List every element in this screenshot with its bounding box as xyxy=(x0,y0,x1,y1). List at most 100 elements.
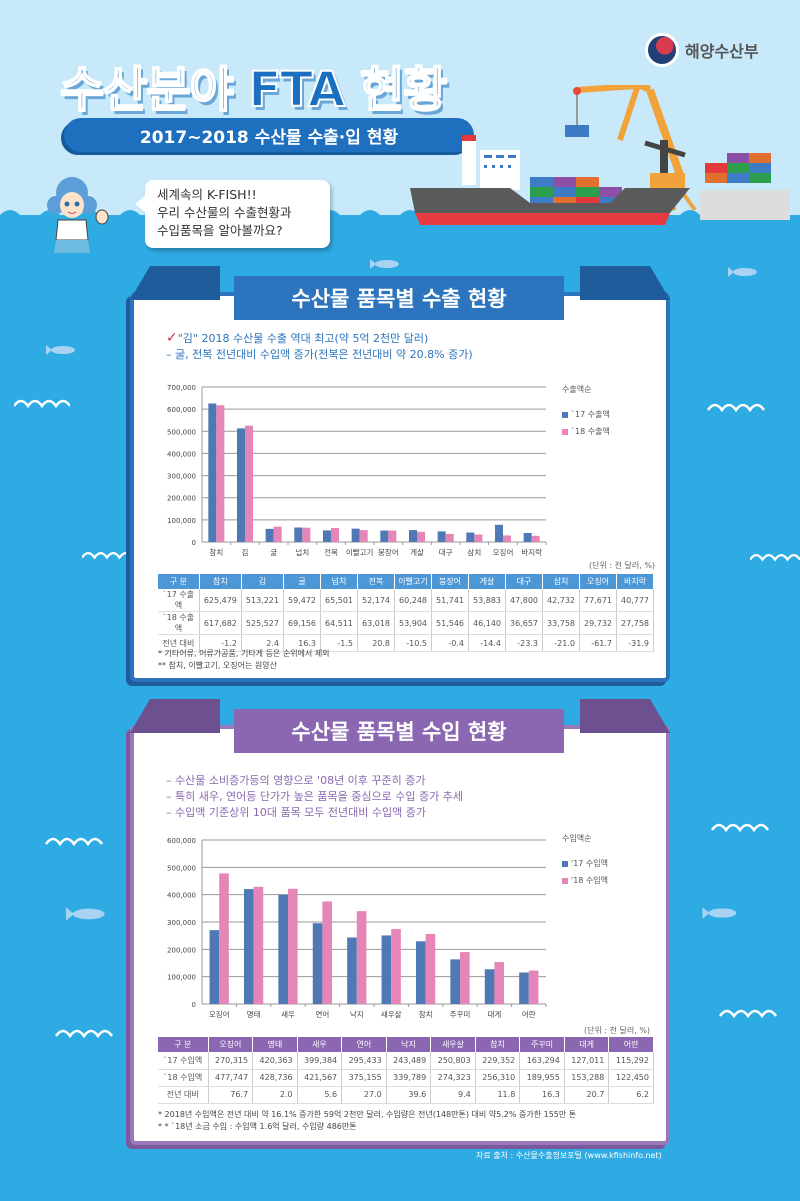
table-cell: 9.4 xyxy=(430,1086,476,1104)
table-cell: 243,489 xyxy=(386,1052,432,1070)
y-tick-label: 600,000 xyxy=(167,837,196,845)
speech-line-2: 우리 수산물의 수출현황과 xyxy=(157,205,292,220)
bar-2017 xyxy=(236,428,245,542)
table-header-item: 이빨고기 xyxy=(394,574,432,589)
import-note-1: – 수산물 소비증가등의 영향으로 '08년 이후 꾸준히 증가 xyxy=(166,774,426,787)
legend-title: 수출액순 xyxy=(562,385,592,394)
y-tick-label: 0 xyxy=(192,1001,196,1009)
table-cell: 63,018 xyxy=(357,611,395,635)
import-panel: 수산물 품목별 수입 현황 – 수산물 소비증가등의 영향으로 '08년 이후 … xyxy=(130,699,670,1145)
bar-2017 xyxy=(415,941,426,1004)
export-footnotes: * 기타어류, 어류가공품, 기타게 등은 순위에서 제외 ** 참치, 이빨고… xyxy=(158,648,330,672)
bar-2017 xyxy=(351,528,360,542)
export-footnote-1: * 기타어류, 어류가공품, 기타게 등은 순위에서 제외 xyxy=(158,649,330,658)
table-cell: -10.5 xyxy=(394,634,432,652)
x-tick-label: 명태 xyxy=(247,1009,261,1019)
wave-icon xyxy=(54,1029,114,1038)
bar-2017 xyxy=(494,524,503,542)
table-header-item: 참치 xyxy=(475,1037,521,1052)
export-note-2: – 굴, 전복 전년대비 수입액 증가(전복은 전년대비 약 20.8% 증가) xyxy=(166,348,473,361)
table-row: 전년 대비 -1.2 2.4 16.3 -1.5 20.8 -10.5 -0.4 -14.4 -2… xyxy=(158,634,654,652)
y-tick-label: 100,000 xyxy=(167,974,196,982)
table-cell: 11.8 xyxy=(475,1086,521,1104)
table-cell: 77,671 xyxy=(579,589,617,612)
table-header-item: 오징어 xyxy=(579,574,617,589)
table-cell: 20.8 xyxy=(357,634,395,652)
table-cell: 270,315 xyxy=(208,1052,254,1070)
table-cell: 189,955 xyxy=(519,1069,565,1087)
export-note-1: "김" 2018 수산물 수출 역대 최고(약 5억 2천만 달러) xyxy=(177,332,429,345)
bar-2018 xyxy=(359,530,368,542)
table-cell: 33,758 xyxy=(542,611,580,635)
export-notes: ✓"김" 2018 수산물 수출 역대 최고(약 5억 2천만 달러) – 굴,… xyxy=(166,330,473,363)
table-cell: 617,682 xyxy=(199,611,242,635)
table-cell: 59,472 xyxy=(283,589,321,612)
bar-2018 xyxy=(445,533,454,542)
bar-2018 xyxy=(219,873,229,1004)
x-tick-label: 김 xyxy=(242,547,249,557)
x-tick-label: 전복 xyxy=(324,547,338,557)
table-cell: 65,501 xyxy=(320,589,358,612)
table-header-item: 넙치 xyxy=(320,574,358,589)
table-cell: 250,803 xyxy=(430,1052,476,1070)
x-tick-label: 대구 xyxy=(439,548,453,557)
x-tick-label: 어란 xyxy=(522,1009,536,1019)
import-section-title: 수산물 품목별 수입 현황 xyxy=(234,709,564,753)
table-header-item: 바지락 xyxy=(616,574,654,589)
data-source: 자료 출처 : 수산물수출정보포털 (www.kfishinfo.net) xyxy=(476,1151,662,1160)
x-tick-label: 연어 xyxy=(315,1009,329,1019)
bar-2018 xyxy=(245,425,254,542)
import-footnote-1: * 2018년 수입액은 전년 대비 약 16.1% 증가한 59억 2천만 달… xyxy=(158,1110,577,1119)
y-tick-label: 500,000 xyxy=(167,864,196,872)
y-tick-label: 100,000 xyxy=(167,517,196,525)
bar-2018 xyxy=(253,886,264,1004)
y-tick-label: 500,000 xyxy=(167,428,196,436)
table-header-item: 새우살 xyxy=(430,1037,476,1052)
table-header-item: 게살 xyxy=(468,574,506,589)
legend-swatch-18 xyxy=(562,877,568,884)
table-cell: 51,546 xyxy=(431,611,469,635)
logo-text: 해양수산부 xyxy=(685,42,759,61)
x-tick-label: 낙지 xyxy=(350,1009,364,1019)
table-header-item: 김 xyxy=(241,574,285,589)
bar-2017 xyxy=(322,530,331,542)
x-tick-label: 오징어 xyxy=(209,1009,230,1019)
table-cell: 127,011 xyxy=(564,1052,610,1070)
table-cell: 29,732 xyxy=(579,611,617,635)
y-tick-label: 300,000 xyxy=(167,473,196,481)
bar-2018 xyxy=(528,970,539,1004)
table-header-item: 명태 xyxy=(252,1037,298,1052)
bar-2018 xyxy=(288,888,298,1004)
row-label: `17 수출액 xyxy=(158,589,200,612)
bar-2017 xyxy=(278,894,288,1004)
table-cell: 399,384 xyxy=(297,1052,343,1070)
bar-2018 xyxy=(388,530,397,542)
table-cell: 513,221 xyxy=(241,589,285,612)
ribbon-tail-left xyxy=(130,266,220,300)
table-header-item: 전복 xyxy=(357,574,395,589)
x-tick-label: 넙치 xyxy=(295,548,309,557)
import-note-3: – 수입액 기준상위 10대 품목 모두 전년대비 수입액 증가 xyxy=(166,806,426,819)
x-tick-label: 게살 xyxy=(410,547,424,557)
y-tick-label: 400,000 xyxy=(167,892,196,900)
y-tick-label: 200,000 xyxy=(167,495,196,503)
bar-2017 xyxy=(381,935,392,1004)
bar-2018 xyxy=(391,929,401,1004)
fish-icon xyxy=(66,907,105,921)
table-cell: 20.7 xyxy=(564,1086,610,1104)
fish-icon xyxy=(370,259,399,269)
export-panel: 수산물 품목별 수출 현황 ✓"김" 2018 수산물 수출 역대 최고(약 5… xyxy=(130,266,670,682)
export-footnote-2: ** 참치, 이빨고기, 오징어는 원양산 xyxy=(158,661,277,670)
bar-2017 xyxy=(408,530,417,542)
bar-2017 xyxy=(265,528,274,542)
subtitle-text: 2017~2018 수산물 수출·입 현황 xyxy=(139,127,399,148)
bar-2017 xyxy=(294,527,303,542)
table-cell: 122,450 xyxy=(608,1069,654,1087)
x-tick-label: 이빨고기 xyxy=(346,547,374,557)
table-cell: 27.0 xyxy=(341,1086,387,1104)
legend-swatch-17 xyxy=(562,860,568,867)
import-bar-chart: 0 100,000 200,000 300,000 400,000 500,000 600,… xyxy=(167,837,547,1019)
table-cell: 60,248 xyxy=(394,589,432,612)
checkmark-icon: ✓ xyxy=(166,330,178,346)
bar-2017 xyxy=(209,930,220,1004)
